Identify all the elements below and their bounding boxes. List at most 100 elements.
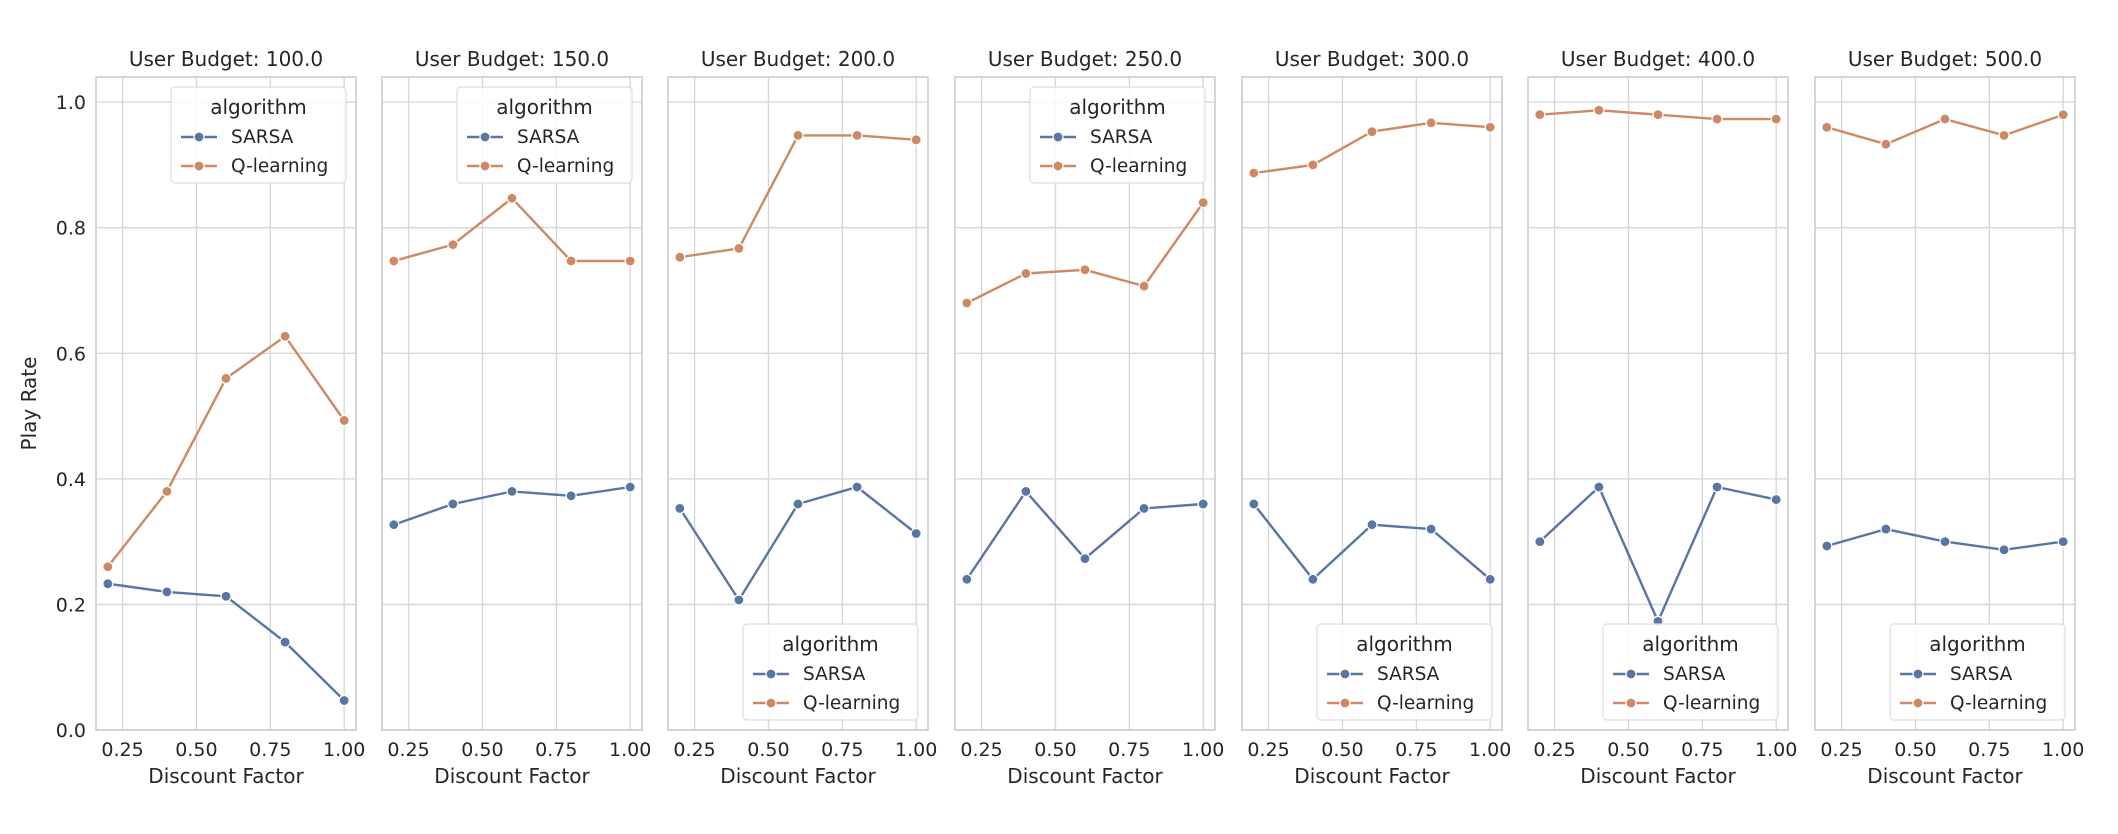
data-point-q-learning bbox=[279, 330, 291, 342]
data-point-sarsa bbox=[1484, 573, 1496, 585]
x-axis-label: Discount Factor bbox=[1007, 764, 1163, 788]
legend-marker-q-learning bbox=[765, 697, 777, 709]
data-point-q-learning bbox=[961, 297, 973, 309]
x-tick-label: 1.00 bbox=[1755, 739, 1797, 761]
x-tick-label: 0.75 bbox=[1108, 739, 1150, 761]
data-point-q-learning bbox=[1484, 121, 1496, 133]
data-point-sarsa bbox=[338, 694, 350, 707]
x-tick-label: 1.00 bbox=[1182, 739, 1224, 761]
data-point-q-learning bbox=[1020, 267, 1032, 280]
series-line-sarsa bbox=[1252, 503, 1491, 581]
panel-frame bbox=[954, 76, 1216, 731]
data-point-sarsa bbox=[1593, 481, 1605, 493]
legend-title: algorithm bbox=[1642, 632, 1739, 656]
legend-title: algorithm bbox=[210, 95, 307, 119]
y-tick-label: 1.0 bbox=[56, 92, 86, 114]
data-point-sarsa bbox=[1939, 536, 1951, 548]
data-point-sarsa bbox=[1307, 573, 1319, 585]
x-tick-label: 0.50 bbox=[747, 739, 789, 761]
data-point-sarsa bbox=[674, 502, 686, 514]
data-point-q-learning bbox=[1425, 117, 1437, 129]
legend-box bbox=[1602, 623, 1779, 721]
x-tick-label: 0.75 bbox=[1968, 739, 2010, 761]
series-line-q-learning bbox=[106, 335, 346, 568]
data-point-sarsa bbox=[1534, 536, 1546, 548]
data-point-q-learning bbox=[388, 255, 400, 267]
panel-frame bbox=[381, 76, 643, 731]
legend-title: algorithm bbox=[1356, 632, 1453, 656]
legend-marker-q-learning bbox=[193, 160, 205, 172]
legend-label-sarsa: SARSA bbox=[1950, 664, 2013, 685]
panel-frame bbox=[1814, 76, 2076, 731]
data-point-q-learning bbox=[1880, 138, 1892, 150]
series-line-sarsa bbox=[1538, 485, 1777, 623]
panel-title: User Budget: 500.0 bbox=[1848, 47, 2042, 71]
data-point-sarsa bbox=[1425, 523, 1437, 535]
panel-title: User Budget: 150.0 bbox=[415, 47, 609, 71]
data-point-q-learning bbox=[338, 414, 350, 427]
data-point-sarsa bbox=[1197, 498, 1209, 510]
legend-box bbox=[742, 623, 919, 721]
data-point-q-learning bbox=[1652, 109, 1664, 121]
x-tick-label: 0.50 bbox=[1894, 739, 1936, 761]
x-tick-label: 0.75 bbox=[1681, 739, 1723, 761]
data-point-q-learning bbox=[1366, 126, 1378, 138]
legend-title: algorithm bbox=[782, 632, 879, 656]
x-tick-label: 0.50 bbox=[1607, 739, 1649, 761]
data-point-q-learning bbox=[1998, 129, 2010, 141]
legend-marker-sarsa bbox=[1052, 131, 1064, 143]
data-point-sarsa bbox=[1711, 481, 1723, 493]
series-line-q-learning bbox=[679, 134, 917, 259]
data-point-sarsa bbox=[851, 481, 863, 493]
data-point-q-learning bbox=[161, 485, 173, 498]
data-point-q-learning bbox=[1711, 113, 1723, 125]
data-point-q-learning bbox=[1770, 113, 1782, 125]
x-tick-label: 0.25 bbox=[387, 739, 429, 761]
legend-label-sarsa: SARSA bbox=[1663, 664, 1726, 685]
legend-title: algorithm bbox=[1069, 95, 1166, 119]
data-point-q-learning bbox=[102, 561, 114, 573]
data-point-q-learning bbox=[624, 255, 636, 267]
legend-title: algorithm bbox=[496, 95, 593, 119]
legend-label-q-learning: Q-learning bbox=[1950, 693, 2047, 714]
x-tick-label: 0.75 bbox=[535, 739, 577, 761]
y-tick-label: 0.0 bbox=[56, 720, 86, 742]
y-tick-label: 0.6 bbox=[56, 343, 86, 365]
data-point-sarsa bbox=[1366, 519, 1378, 531]
data-point-sarsa bbox=[1770, 493, 1782, 506]
data-point-q-learning bbox=[220, 372, 232, 384]
data-point-sarsa bbox=[2057, 536, 2069, 548]
y-axis-label: Play Rate bbox=[17, 357, 41, 451]
data-point-sarsa bbox=[1138, 502, 1150, 514]
data-point-q-learning bbox=[1138, 280, 1150, 292]
data-point-sarsa bbox=[279, 636, 291, 648]
x-tick-label: 0.25 bbox=[673, 739, 715, 761]
x-axis-label: Discount Factor bbox=[148, 764, 304, 788]
data-point-q-learning bbox=[565, 255, 577, 267]
data-point-q-learning bbox=[1534, 109, 1546, 121]
x-axis-label: Discount Factor bbox=[1867, 764, 2023, 788]
data-point-q-learning bbox=[1197, 196, 1209, 209]
legend-marker-q-learning bbox=[1625, 697, 1637, 709]
legend-marker-sarsa bbox=[193, 131, 205, 143]
panel-title: User Budget: 100.0 bbox=[129, 47, 323, 71]
series-line-sarsa bbox=[965, 490, 1204, 580]
x-tick-label: 0.75 bbox=[821, 739, 863, 761]
data-point-sarsa bbox=[565, 490, 577, 502]
x-tick-label: 0.25 bbox=[1820, 739, 1862, 761]
data-point-q-learning bbox=[1248, 167, 1260, 179]
legend-box bbox=[1316, 623, 1493, 721]
data-point-q-learning bbox=[1307, 159, 1319, 171]
series-line-q-learning bbox=[966, 201, 1205, 305]
x-tick-label: 0.25 bbox=[1533, 739, 1575, 761]
y-tick-label: 0.4 bbox=[56, 469, 86, 491]
data-point-sarsa bbox=[388, 519, 400, 531]
x-tick-label: 0.25 bbox=[960, 739, 1002, 761]
data-point-q-learning bbox=[1821, 121, 1833, 133]
data-point-sarsa bbox=[506, 485, 518, 498]
x-axis-label: Discount Factor bbox=[434, 764, 590, 788]
x-axis-label: Discount Factor bbox=[1294, 764, 1450, 788]
legend-label-q-learning: Q-learning bbox=[517, 156, 614, 177]
data-point-q-learning bbox=[506, 192, 518, 204]
